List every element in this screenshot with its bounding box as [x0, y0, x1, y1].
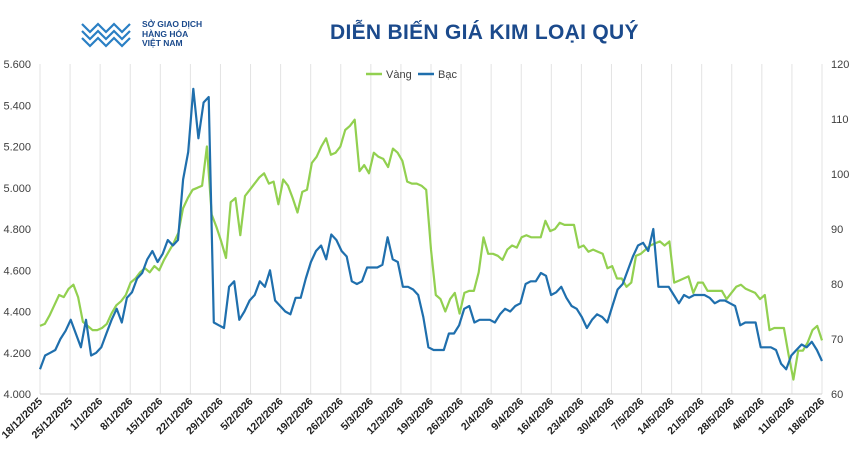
y-left-tick-label: 5.600 — [3, 59, 31, 71]
page-title: DIỄN BIẾN GIÁ KIM LOẠI QUÝ — [330, 21, 639, 44]
logo-line-1: SỞ GIAO DỊCH — [142, 19, 203, 29]
y-right-tick-label: 120 — [831, 59, 849, 71]
y-left-tick-label: 5.200 — [3, 142, 31, 154]
logo-line-2: HÀNG HÓA — [142, 28, 189, 39]
chart-series — [38, 87, 824, 381]
y-right-tick-label: 100 — [831, 169, 849, 181]
chart-legend: Vàng Bạc — [366, 69, 457, 81]
y-left-tick-label: 4.400 — [3, 307, 31, 319]
y-axis-right: 60 70 80 90 100 110 120 — [831, 59, 849, 401]
logo-line-3: VIỆT NAM — [142, 38, 183, 48]
x-axis: 18/12/202525/12/20251/1/20268/1/202615/1… — [0, 396, 827, 442]
chart-grid — [39, 64, 823, 395]
y-left-tick-label: 4.800 — [3, 224, 31, 236]
exchange-logo: SỞ GIAO DỊCH HÀNG HÓA VIỆT NAM — [80, 18, 220, 52]
legend-label-vang: Vàng — [386, 69, 412, 81]
y-right-tick-label: 60 — [831, 389, 843, 401]
y-axis-left: 4.000 4.200 4.400 4.600 4.800 5.000 5.200 5.400… — [3, 59, 31, 401]
y-left-tick-label: 5.400 — [3, 100, 31, 112]
series-line-bac — [38, 87, 823, 371]
y-left-tick-label: 4.200 — [3, 348, 31, 360]
y-right-tick-label: 110 — [831, 114, 849, 126]
y-left-tick-label: 4.000 — [3, 389, 31, 401]
y-right-tick-label: 80 — [831, 279, 843, 291]
logo-text: SỞ GIAO DỊCH HÀNG HÓA VIỆT NAM — [142, 19, 203, 49]
y-right-tick-label: 70 — [831, 334, 843, 346]
series-line-vang — [39, 118, 824, 381]
logo-mark-icon — [81, 22, 131, 48]
y-right-tick-label: 90 — [831, 224, 843, 236]
legend-label-bac: Bạc — [438, 69, 457, 81]
y-left-tick-label: 4.600 — [3, 265, 31, 277]
y-left-tick-label: 5.000 — [3, 183, 31, 195]
